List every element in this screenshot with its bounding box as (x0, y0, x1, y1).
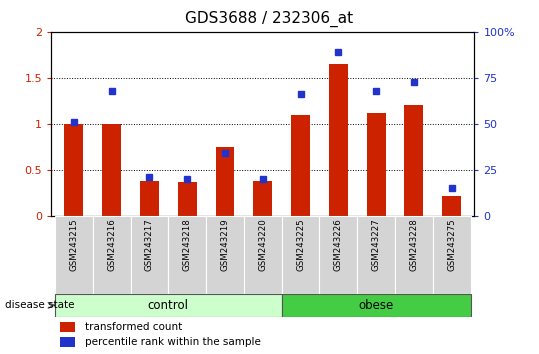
Text: disease state: disease state (5, 300, 75, 310)
Bar (291, 115, 310, 216)
Text: GSM243275: GSM243275 (447, 218, 456, 271)
Text: control: control (148, 299, 189, 312)
Bar (55, 294, 282, 317)
Text: percentile rank within the sample: percentile rank within the sample (85, 337, 261, 347)
Bar (404, 105, 423, 216)
Bar (60, 337, 75, 347)
Bar (395, 216, 433, 294)
Text: GSM243218: GSM243218 (183, 218, 192, 271)
Bar (320, 216, 357, 294)
Text: GSM243215: GSM243215 (70, 218, 78, 271)
Bar (433, 216, 471, 294)
Bar (367, 113, 385, 216)
Bar (65, 124, 84, 216)
Text: obese: obese (358, 299, 393, 312)
Bar (329, 64, 348, 216)
Text: GSM243228: GSM243228 (410, 218, 418, 271)
Text: GSM243220: GSM243220 (258, 218, 267, 271)
Bar (140, 181, 159, 216)
Bar (216, 147, 234, 216)
Bar (168, 216, 206, 294)
Text: GSM243225: GSM243225 (296, 218, 305, 271)
Bar (130, 216, 168, 294)
Bar (60, 322, 75, 332)
Text: GSM243217: GSM243217 (145, 218, 154, 271)
Bar (244, 216, 282, 294)
Bar (178, 182, 197, 216)
Text: GSM243226: GSM243226 (334, 218, 343, 271)
Bar (442, 196, 461, 216)
Text: transformed count: transformed count (85, 322, 182, 332)
Text: GSM243219: GSM243219 (220, 218, 230, 271)
Bar (357, 216, 395, 294)
Text: GSM243216: GSM243216 (107, 218, 116, 271)
Bar (282, 294, 471, 317)
Bar (282, 216, 320, 294)
Bar (102, 124, 121, 216)
Bar (55, 216, 93, 294)
Text: GDS3688 / 232306_at: GDS3688 / 232306_at (185, 11, 354, 27)
Bar (253, 181, 272, 216)
Bar (93, 216, 130, 294)
Text: GSM243227: GSM243227 (371, 218, 381, 271)
Bar (206, 216, 244, 294)
